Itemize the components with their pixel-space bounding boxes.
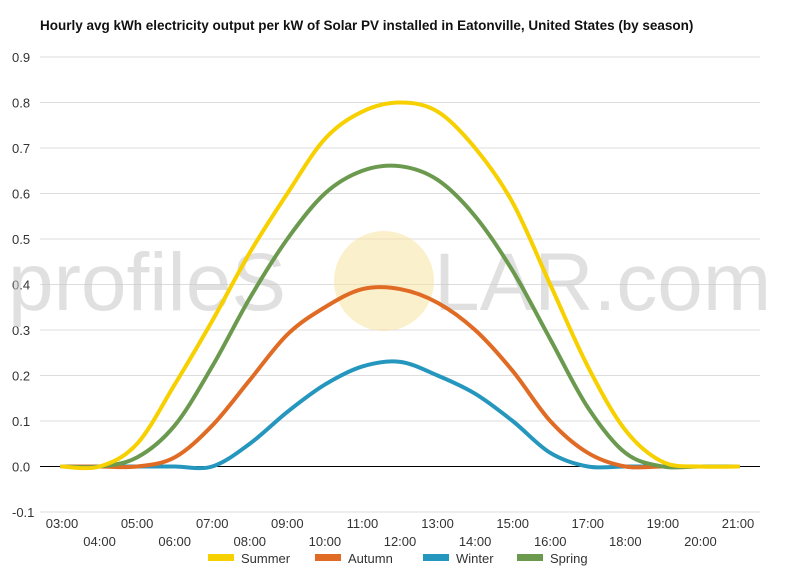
x-tick-label: 12:00 xyxy=(384,534,417,549)
x-tick-label: 05:00 xyxy=(121,516,154,531)
y-tick-label: 0.8 xyxy=(12,96,30,111)
x-axis: 03:00 04:00 05:00 06:00 07:00 08:00 09:00 10:00… xyxy=(46,516,755,549)
x-tick-label: 21:00 xyxy=(722,516,755,531)
x-tick-label: 17:00 xyxy=(572,516,605,531)
x-tick-label: 09:00 xyxy=(271,516,304,531)
legend-swatch-autumn xyxy=(315,554,341,561)
x-tick-label: 03:00 xyxy=(46,516,79,531)
x-tick-label: 13:00 xyxy=(421,516,454,531)
x-tick-label: 18:00 xyxy=(609,534,642,549)
legend-label-summer: Summer xyxy=(241,551,291,566)
watermark-sun-icon xyxy=(334,231,434,331)
x-tick-label: 20:00 xyxy=(684,534,717,549)
y-axis: -0.1 0.0 0.1 0.2 0.3 0.4 0.5 0.6 0.7 0.8 0.9 xyxy=(12,50,34,520)
y-tick-label: 0.5 xyxy=(12,232,30,247)
x-tick-label: 14:00 xyxy=(459,534,492,549)
legend-label-winter: Winter xyxy=(456,551,494,566)
legend-label-autumn: Autumn xyxy=(348,551,393,566)
series-line-spring xyxy=(60,163,740,470)
y-tick-label: 0.4 xyxy=(12,278,30,293)
x-tick-label: 08:00 xyxy=(234,534,267,549)
watermark-left: profileS xyxy=(8,237,286,328)
x-tick-label: 16:00 xyxy=(534,534,567,549)
y-tick-label: 0.3 xyxy=(12,323,30,338)
x-tick-label: 10:00 xyxy=(309,534,342,549)
x-tick-label: 06:00 xyxy=(158,534,191,549)
y-tick-label: 0.2 xyxy=(12,369,30,384)
x-tick-label: 04:00 xyxy=(83,534,116,549)
legend-swatch-summer xyxy=(208,554,234,561)
series-line-winter xyxy=(60,359,740,471)
chart-title: Hourly avg kWh electricity output per kW… xyxy=(40,18,694,33)
series-lines xyxy=(60,100,740,471)
y-tick-label: 0.9 xyxy=(12,50,30,65)
series-line-autumn xyxy=(60,285,740,470)
legend-label-spring: Spring xyxy=(550,551,588,566)
y-tick-label: 0.0 xyxy=(12,460,30,475)
x-tick-label: 15:00 xyxy=(496,516,529,531)
legend: Summer Autumn Winter Spring xyxy=(208,551,588,566)
legend-swatch-spring xyxy=(517,554,543,561)
y-tick-label: 0.6 xyxy=(12,187,30,202)
y-tick-label: 0.1 xyxy=(12,414,30,429)
watermark-right: LAR.com xyxy=(434,237,771,328)
x-tick-label: 19:00 xyxy=(647,516,680,531)
series-line-summer xyxy=(60,100,740,471)
x-tick-label: 11:00 xyxy=(347,516,379,531)
y-tick-label: -0.1 xyxy=(12,505,34,520)
watermark: profileS LAR.com xyxy=(8,231,771,331)
x-tick-label: 07:00 xyxy=(196,516,229,531)
legend-swatch-winter xyxy=(423,554,449,561)
y-tick-label: 0.7 xyxy=(12,141,30,156)
